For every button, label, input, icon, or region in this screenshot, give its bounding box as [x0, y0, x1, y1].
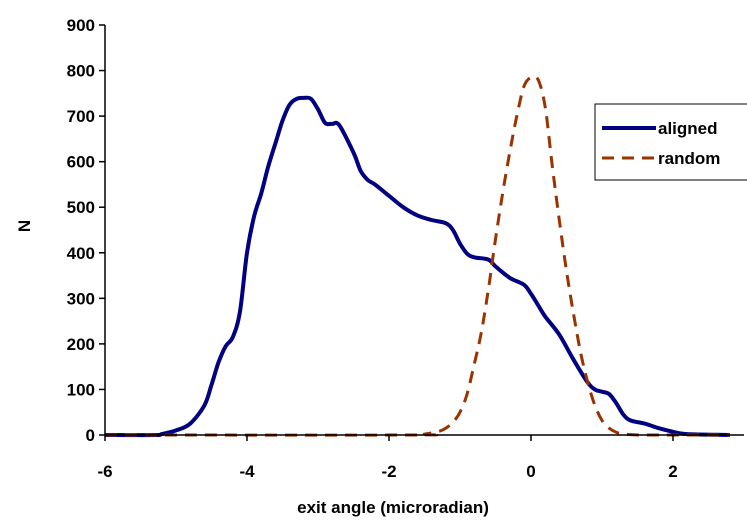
y-tick-label: 800 [67, 62, 95, 81]
y-tick-label: 700 [67, 107, 95, 126]
y-tick-label: 100 [67, 380, 95, 399]
series-line-aligned [104, 95, 730, 438]
x-tick-label: 2 [668, 462, 677, 481]
legend-label-aligned: aligned [658, 119, 718, 138]
y-axis: 0 100 200 300 400 500 600 700 800 900 [67, 16, 106, 445]
y-tick-label: 600 [67, 153, 95, 172]
x-tick-label: 0 [526, 462, 535, 481]
legend-box [594, 103, 747, 181]
y-tick-label: 0 [86, 426, 95, 445]
series-line-random [104, 74, 730, 437]
y-tick-label: 300 [67, 289, 95, 308]
x-tick-label: -2 [381, 462, 396, 481]
x-axis: -6 -4 -2 0 2 [97, 434, 744, 481]
x-tick-label: -6 [97, 462, 112, 481]
legend-label-random: random [658, 149, 720, 168]
x-tick-label: -4 [239, 462, 255, 481]
y-tick-label: 200 [67, 335, 95, 354]
y-tick-label: 500 [67, 198, 95, 217]
plot-area [104, 74, 730, 438]
y-tick-label: 900 [67, 16, 95, 35]
y-tick-label: 400 [67, 244, 95, 263]
legend: aligned random [594, 103, 747, 181]
x-axis-title: exit angle (microradian) [297, 498, 489, 517]
y-axis-title: N [15, 220, 34, 232]
